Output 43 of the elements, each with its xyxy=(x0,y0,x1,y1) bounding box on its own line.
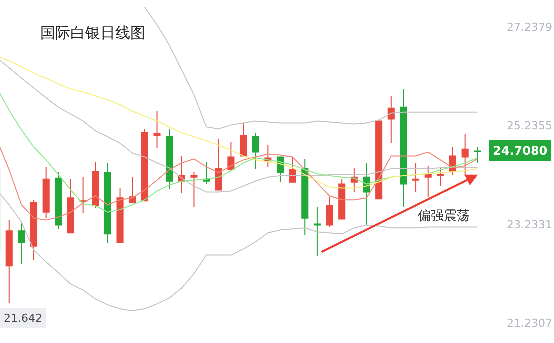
candlestick xyxy=(289,156,296,183)
candlestick xyxy=(42,166,50,219)
candlestick xyxy=(228,142,235,171)
candlestick xyxy=(30,200,38,261)
candlestick xyxy=(376,120,383,200)
candlestick xyxy=(203,162,210,185)
y-tick-label: 23.2331 xyxy=(507,218,552,232)
candlestick xyxy=(338,178,346,220)
candlestick xyxy=(166,128,174,190)
candlestick xyxy=(326,196,334,228)
y-tick-label: 27.2379 xyxy=(507,21,552,34)
candlestick xyxy=(190,171,198,208)
candlestick xyxy=(104,162,112,244)
candlestick xyxy=(55,171,62,230)
candlestick xyxy=(141,128,148,202)
text: 24.7080 xyxy=(493,144,548,158)
text: 国际白银日线图 xyxy=(40,24,146,42)
candlestick xyxy=(129,176,136,204)
candlestick xyxy=(6,220,13,304)
y-tick-label: 25.2355 xyxy=(507,120,552,133)
candlestick xyxy=(80,176,87,214)
annotation: 偏强震荡 xyxy=(418,209,470,224)
line-series xyxy=(144,6,478,130)
y-tick-label: 21.2307 xyxy=(507,317,552,330)
candlestick xyxy=(92,162,100,208)
candlestick xyxy=(154,110,161,149)
candlestick xyxy=(215,138,222,191)
candlestick xyxy=(462,134,469,176)
candlestick xyxy=(474,146,482,164)
candlestick xyxy=(116,188,124,244)
candlestick xyxy=(240,122,248,157)
candlestick xyxy=(18,222,26,265)
candlestick xyxy=(400,88,408,208)
candlestick xyxy=(67,178,74,234)
candlestick xyxy=(302,158,309,236)
candlestick xyxy=(437,166,444,187)
annotation: 21.642 xyxy=(4,312,42,325)
candlestick xyxy=(412,162,420,193)
candlestick xyxy=(314,206,321,257)
candlestick xyxy=(388,96,395,144)
candlestick xyxy=(363,162,370,226)
candlestick xyxy=(252,132,260,170)
candlestick xyxy=(424,166,432,198)
